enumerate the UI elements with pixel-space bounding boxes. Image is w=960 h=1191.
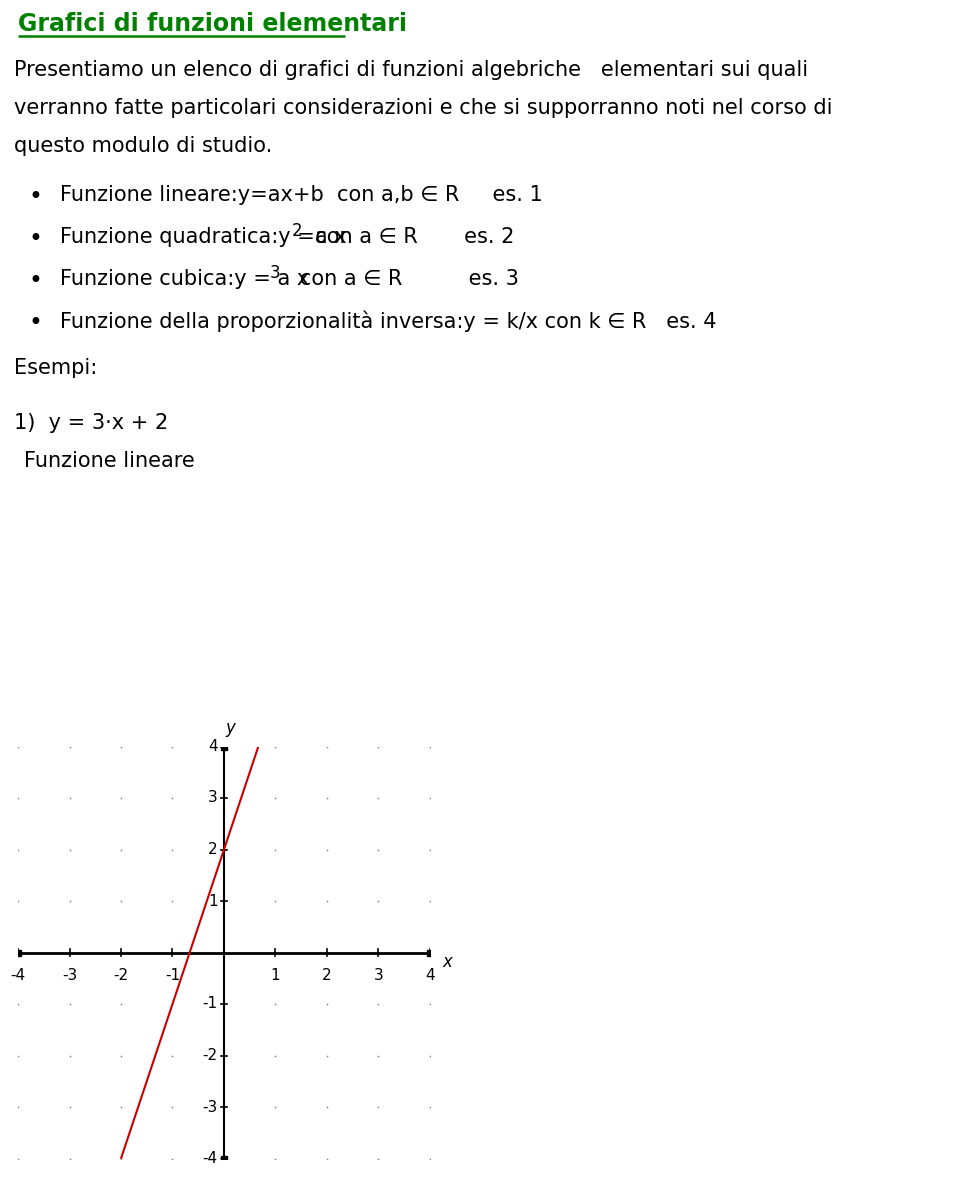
Text: 1)  y = 3·x + 2: 1) y = 3·x + 2	[14, 413, 168, 434]
Text: 3: 3	[270, 264, 280, 282]
Text: 1: 1	[208, 893, 218, 909]
Text: y: y	[226, 719, 235, 737]
Text: Funzione quadratica:y =a x: Funzione quadratica:y =a x	[60, 227, 347, 247]
Text: Presentiamo un elenco di grafici di funzioni algebriche   elementari sui quali: Presentiamo un elenco di grafici di funz…	[14, 60, 808, 80]
Text: •: •	[28, 227, 42, 251]
Text: -3: -3	[203, 1099, 218, 1115]
Text: questo modulo di studio.: questo modulo di studio.	[14, 136, 273, 156]
Text: 3: 3	[208, 791, 218, 805]
Text: -4: -4	[11, 968, 26, 983]
Text: Esempi:: Esempi:	[14, 358, 97, 378]
Text: -1: -1	[203, 997, 218, 1011]
Text: x: x	[443, 953, 453, 971]
Text: •: •	[28, 185, 42, 208]
Text: Funzione cubica:y = a x: Funzione cubica:y = a x	[60, 269, 309, 289]
Text: 2: 2	[323, 968, 332, 983]
Text: •: •	[28, 311, 42, 335]
Text: -1: -1	[165, 968, 180, 983]
Text: -4: -4	[203, 1151, 218, 1166]
Text: •: •	[28, 269, 42, 293]
Text: -2: -2	[113, 968, 129, 983]
Text: con a ∈ R          es. 3: con a ∈ R es. 3	[280, 269, 518, 289]
Text: 4: 4	[425, 968, 435, 983]
Text: con a ∈ R       es. 2: con a ∈ R es. 2	[302, 227, 515, 247]
Text: Funzione della proporzionalità inversa:y = k/x con k ∈ R   es. 4: Funzione della proporzionalità inversa:y…	[60, 311, 716, 332]
Text: 2: 2	[208, 842, 218, 858]
Text: -2: -2	[203, 1048, 218, 1064]
Text: 1: 1	[271, 968, 280, 983]
Text: -3: -3	[61, 968, 77, 983]
Text: 3: 3	[373, 968, 383, 983]
Text: 2: 2	[292, 222, 302, 241]
Text: Funzione lineare:y=ax+b  con a,b ∈ R     es. 1: Funzione lineare:y=ax+b con a,b ∈ R es. …	[60, 185, 542, 205]
Text: Funzione lineare: Funzione lineare	[24, 451, 195, 470]
Text: verranno fatte particolari considerazioni e che si supporranno noti nel corso di: verranno fatte particolari considerazion…	[14, 98, 832, 118]
Text: Grafici di funzioni elementari: Grafici di funzioni elementari	[18, 12, 407, 36]
Text: 4: 4	[208, 738, 218, 754]
